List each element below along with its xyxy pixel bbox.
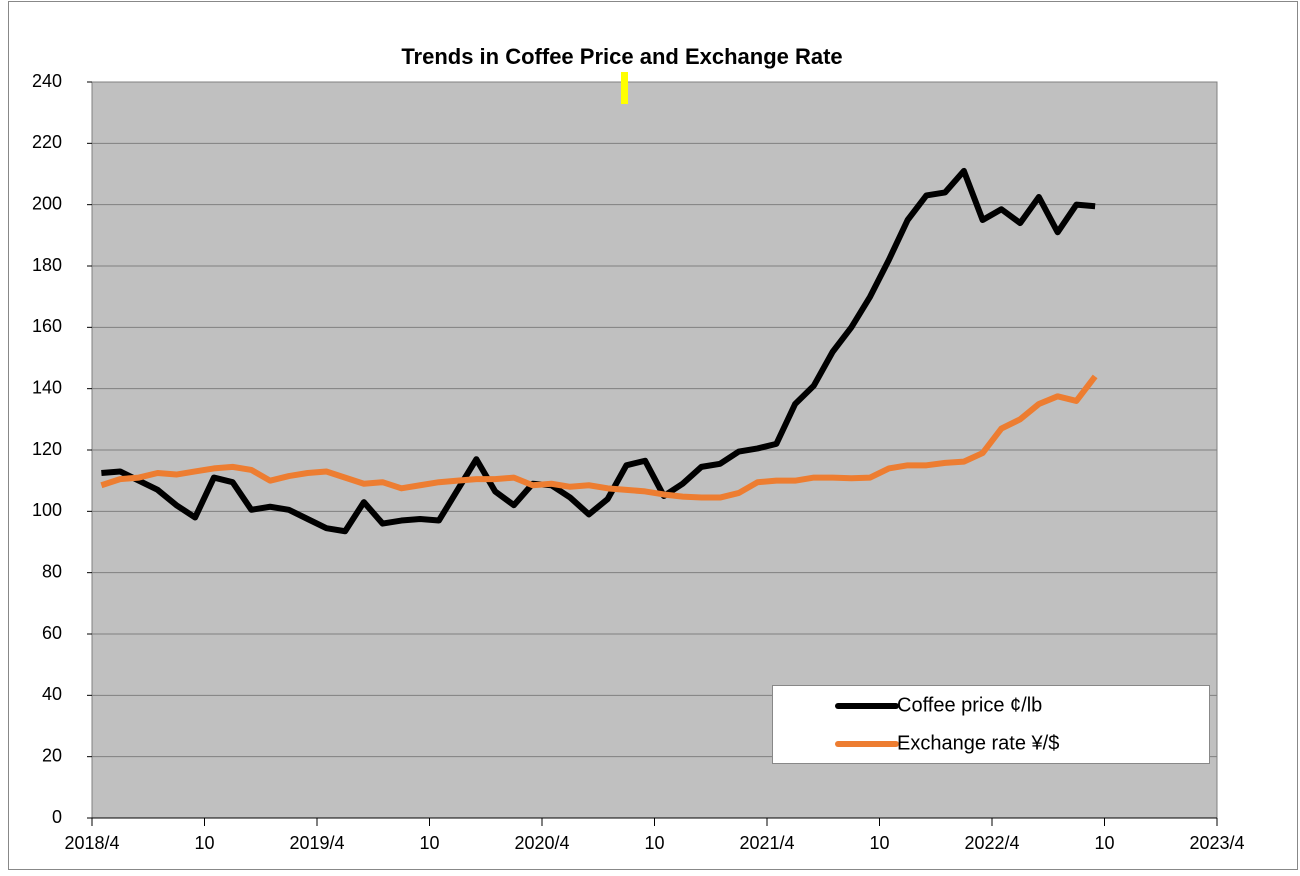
lines: [100, 167, 1098, 535]
y-tick-label: 20: [42, 745, 62, 765]
chart-title: Trends in Coffee Price and Exchange Rate: [401, 44, 842, 69]
y-tick-label: 100: [32, 500, 62, 520]
y-tick-label: 80: [42, 561, 62, 581]
marker: [621, 72, 628, 104]
x-tick-label: 2020/4: [514, 833, 569, 853]
x-tick-label: 2023/4: [1189, 833, 1244, 853]
y-tick-label: 240: [32, 71, 62, 91]
legend: [772, 685, 1210, 764]
y-tick-label: 60: [42, 623, 62, 643]
y-tick-label: 220: [32, 132, 62, 152]
x-tick-label: 10: [419, 833, 439, 853]
y-tick-label: 200: [32, 193, 62, 213]
x-tick-label: 10: [1094, 833, 1114, 853]
x-tick-label: 10: [644, 833, 664, 853]
y-tick-label: 40: [42, 684, 62, 704]
y-tick-label: 140: [32, 377, 62, 397]
x-tick-label: 10: [869, 833, 889, 853]
x-tick-label: 2021/4: [739, 833, 794, 853]
x-tick-label: 2022/4: [964, 833, 1019, 853]
x-tick-label: 2019/4: [289, 833, 344, 853]
legend-items: Coffee price ¢/lb Exchange rate ¥/$: [835, 694, 1059, 754]
legend-label: Coffee price ¢/lb: [897, 694, 1042, 716]
y-tick-label: 120: [32, 439, 62, 459]
series-line: [101, 167, 1096, 535]
x-tick-label: 2018/4: [64, 833, 119, 853]
y-tick-label: 180: [32, 255, 62, 275]
y-tick-label: 160: [32, 316, 62, 336]
x-tick-label: 10: [194, 833, 214, 853]
series-line: [100, 374, 1098, 501]
y-tick-label: 0: [52, 807, 62, 827]
legend-label: Exchange rate ¥/$: [897, 732, 1059, 754]
